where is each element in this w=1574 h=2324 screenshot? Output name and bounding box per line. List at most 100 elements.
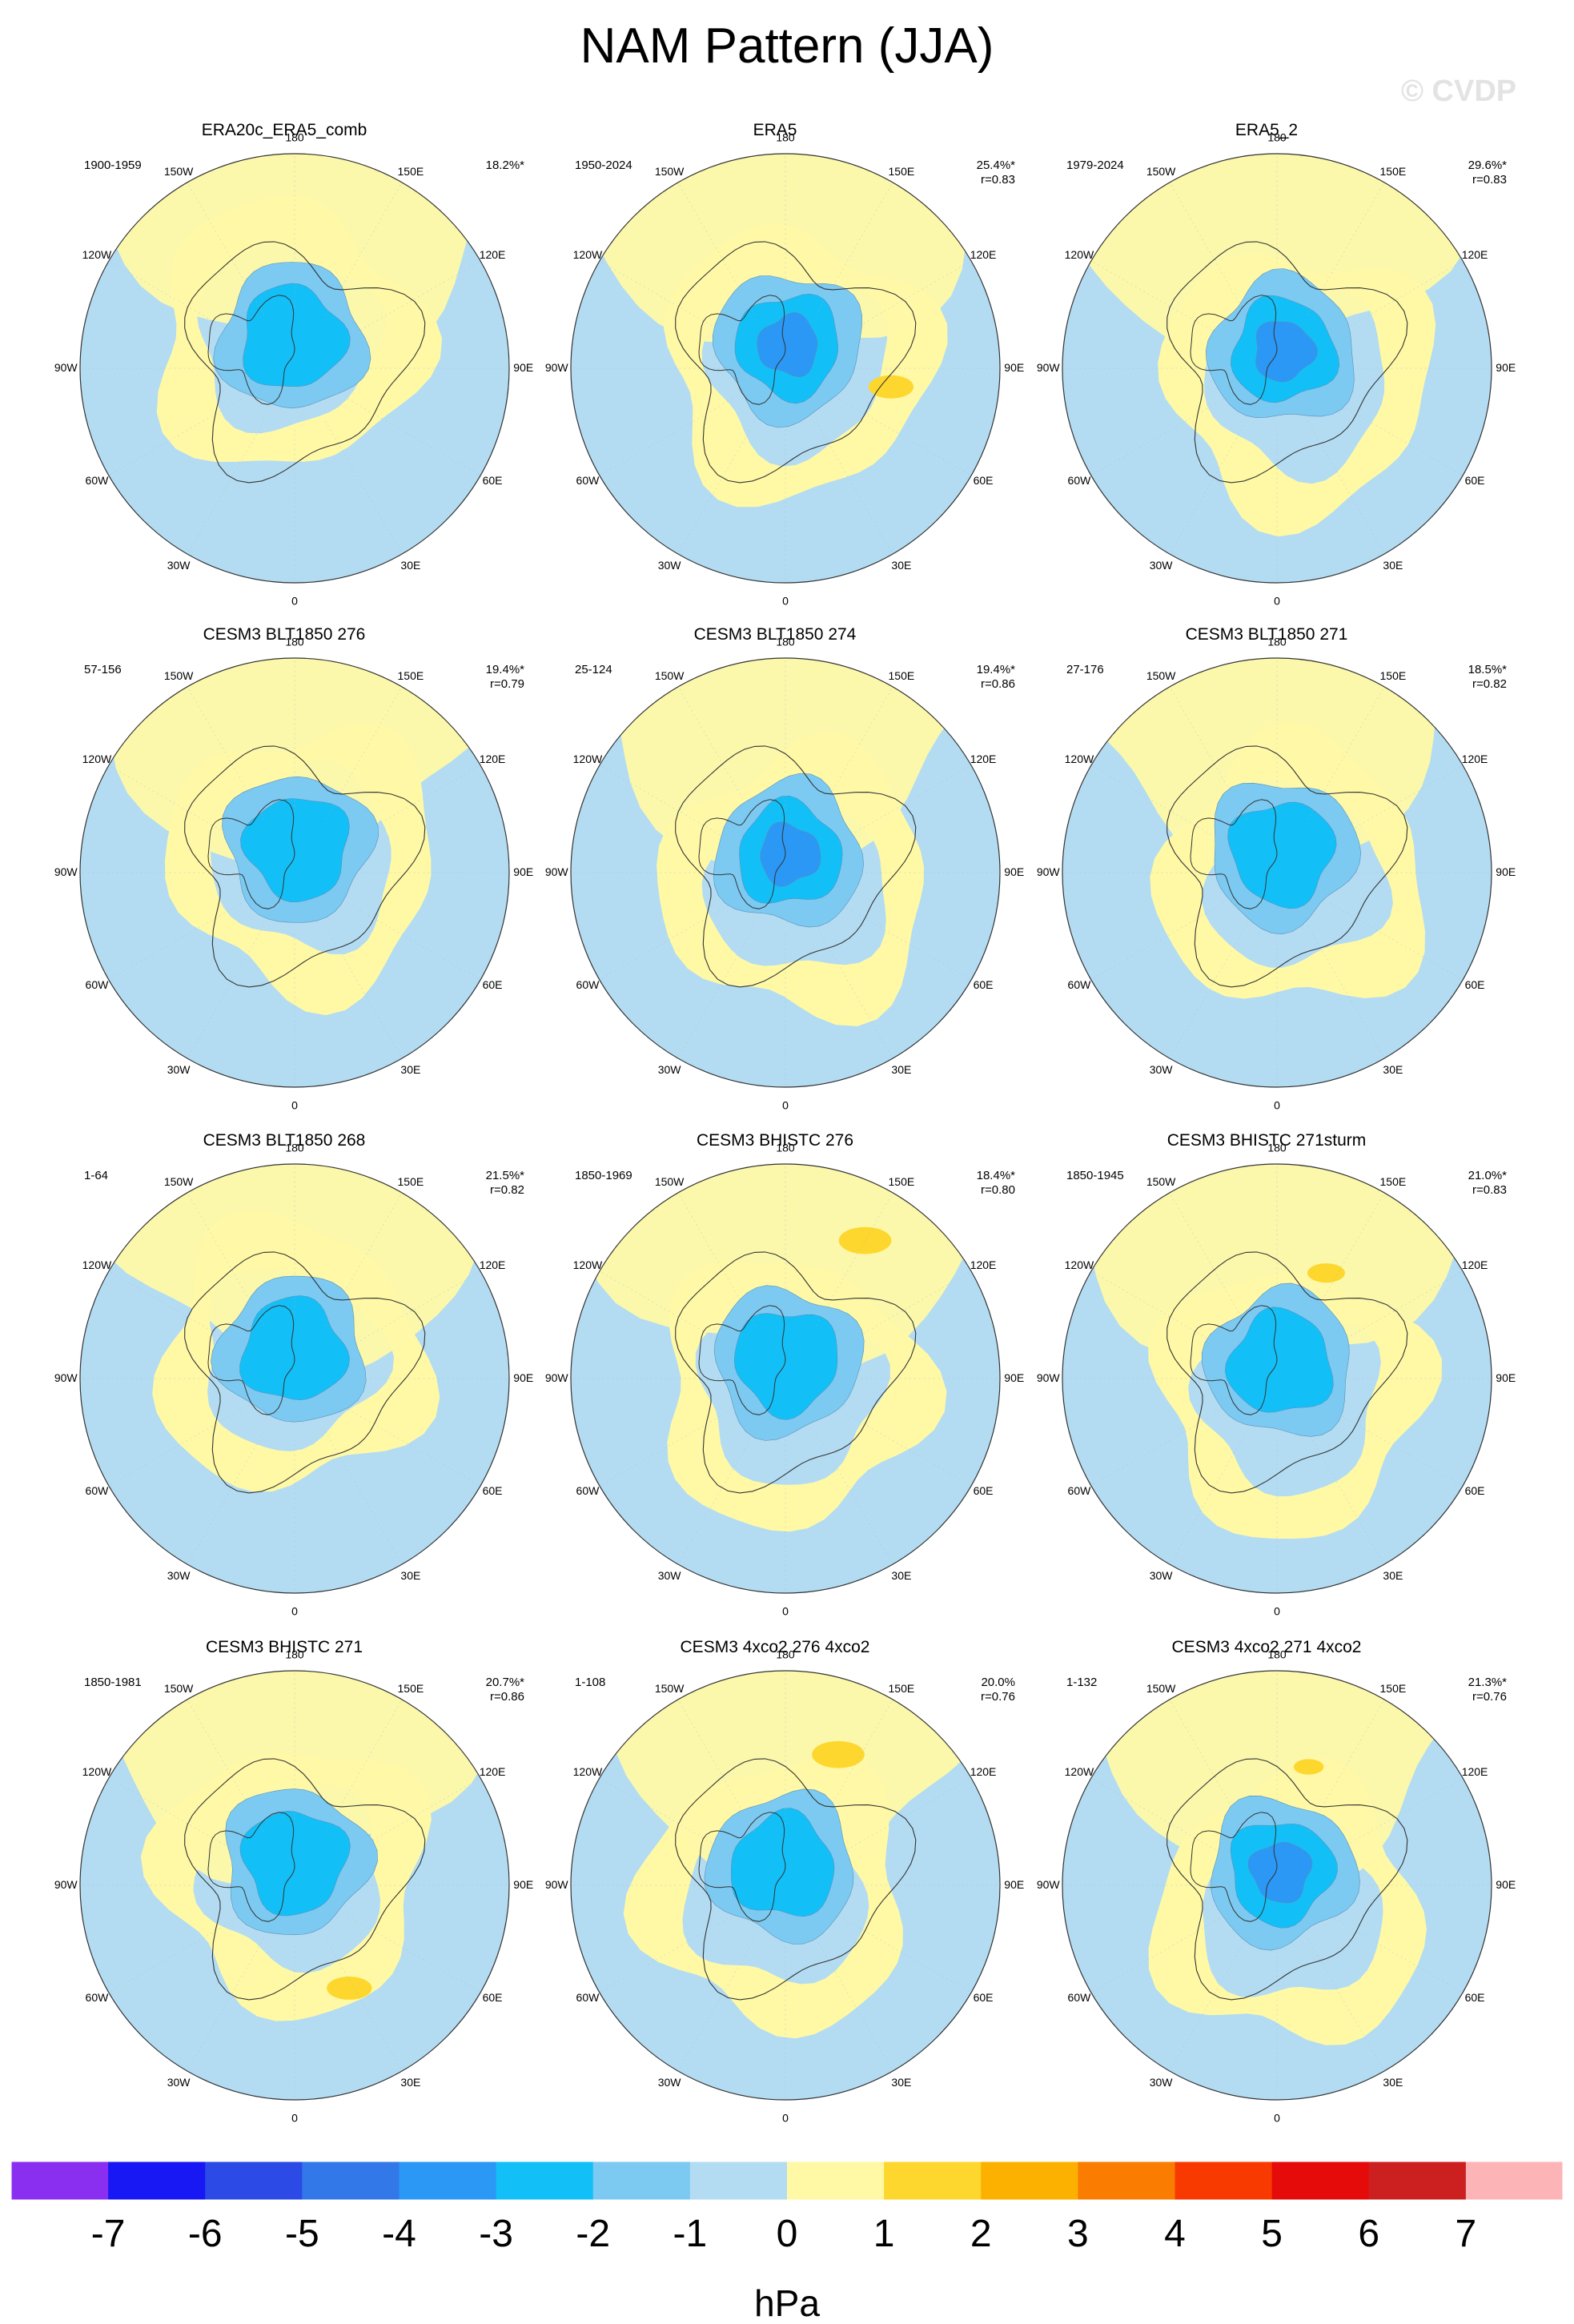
pattern-correlation: r=0.76 bbox=[981, 1690, 1015, 1704]
panel-years: 57-156 bbox=[84, 663, 122, 676]
map-panel: 180 150W 150E 120W 120E 90W 90E 60W 60E 30W 30E 0 CE… bbox=[519, 624, 1031, 1121]
colorbar-tick-label: -3 bbox=[479, 2213, 513, 2255]
polar-map: 180 150W 150E 120W 120E 90W 90E 60W 60E 30W 30E 0 bbox=[545, 635, 1024, 1112]
longitude-label: 0 bbox=[782, 1099, 789, 1112]
longitude-label: 120W bbox=[1065, 1765, 1094, 1778]
positive-anomaly-ring bbox=[1158, 253, 1436, 537]
positive-peak bbox=[1307, 1263, 1345, 1283]
longitude-label: 0 bbox=[291, 2112, 298, 2125]
longitude-label: 30E bbox=[891, 2076, 911, 2089]
negative-anomaly-contour bbox=[730, 1808, 835, 1917]
longitude-label: 150W bbox=[164, 669, 194, 682]
polar-map: 180 150W 150E 120W 120E 90W 90E 60W 60E 30W 30E 0 bbox=[54, 130, 533, 607]
longitude-label: 120W bbox=[1065, 1258, 1094, 1271]
longitude-label: 90W bbox=[54, 361, 78, 374]
colorbar-tick-label: 5 bbox=[1261, 2213, 1283, 2255]
colorbar-segment bbox=[108, 2161, 206, 2200]
longitude-label: 120E bbox=[970, 1765, 997, 1778]
map-panel: 180 150W 150E 120W 120E 90W 90E 60W 60E 30W 30E 0 ER… bbox=[519, 120, 1031, 616]
longitude-label: 120E bbox=[480, 1765, 506, 1778]
panel-title: CESM3 BLT1850 268 bbox=[203, 1131, 366, 1150]
polar-map: 180 150W 150E 120W 120E 90W 90E 60W 60E 30W 30E 0 bbox=[545, 1141, 1024, 1617]
colorbar-tick-label: 1 bbox=[873, 2213, 895, 2255]
positive-anomaly-outer bbox=[584, 1164, 980, 1367]
longitude-label: 90W bbox=[54, 1878, 78, 1891]
longitude-label: 150W bbox=[164, 165, 194, 178]
map-boundary bbox=[570, 1670, 1001, 2101]
longitude-label: 0 bbox=[1274, 2112, 1280, 2125]
longitude-label: 120E bbox=[480, 248, 506, 261]
longitude-label: 180 bbox=[285, 635, 304, 648]
longitude-label: 30E bbox=[1383, 559, 1403, 572]
longitude-label: 30E bbox=[1383, 2076, 1403, 2089]
coastline bbox=[1190, 1812, 1278, 1922]
panel-stats: 18.2%* bbox=[486, 159, 524, 173]
longitude-label: 180 bbox=[285, 130, 304, 143]
longitude-label: 30W bbox=[167, 2076, 191, 2089]
colorbar-segment bbox=[1465, 2161, 1564, 2200]
longitude-label: 120E bbox=[1462, 753, 1488, 765]
longitude-label: 90E bbox=[1496, 865, 1516, 878]
coastline bbox=[207, 799, 295, 909]
map-panel: 180 150W 150E 120W 120E 90W 90E 60W 60E 30W 30E 0 CE… bbox=[28, 1130, 540, 1627]
pattern-correlation: r=0.83 bbox=[1472, 173, 1507, 187]
negative-anomaly-contour bbox=[1255, 321, 1318, 383]
variance-explained: 21.3%* bbox=[1468, 1676, 1507, 1689]
longitude-label: 60W bbox=[576, 978, 600, 991]
longitude-label: 90W bbox=[545, 361, 569, 374]
panel-stats: 21.5%* r=0.82 bbox=[486, 1169, 524, 1198]
map-panel: 180 150W 150E 120W 120E 90W 90E 60W 60E 30W 30E 0 CE… bbox=[1010, 1130, 1523, 1627]
longitude-label: 60W bbox=[86, 1484, 110, 1497]
coastline bbox=[184, 241, 426, 484]
longitude-label: 60E bbox=[1465, 1991, 1485, 2004]
longitude-label: 180 bbox=[1267, 1141, 1287, 1154]
colorbar-segment bbox=[1174, 2161, 1273, 2200]
watermark-logo: © CVDP bbox=[1401, 74, 1517, 108]
variance-explained: 21.5%* bbox=[485, 1169, 524, 1182]
polar-map: 180 150W 150E 120W 120E 90W 90E 60W 60E 30W 30E 0 bbox=[1037, 1648, 1516, 2125]
polar-map: 180 150W 150E 120W 120E 90W 90E 60W 60E 30W 30E 0 bbox=[54, 1648, 533, 2125]
longitude-label: 90E bbox=[1496, 361, 1516, 374]
panel-years: 25-124 bbox=[575, 663, 612, 676]
variance-explained: 29.6%* bbox=[1468, 159, 1507, 172]
longitude-label: 150E bbox=[398, 165, 424, 178]
coastline bbox=[675, 745, 917, 988]
longitude-label: 150W bbox=[655, 1682, 685, 1695]
longitude-label: 60E bbox=[1465, 1484, 1485, 1497]
positive-peak bbox=[327, 1976, 372, 2000]
longitude-label: 120W bbox=[573, 753, 603, 765]
panel-years: 1-132 bbox=[1066, 1676, 1098, 1689]
longitude-label: 30W bbox=[167, 559, 191, 572]
coastline bbox=[207, 295, 295, 405]
map-panel: 180 150W 150E 120W 120E 90W 90E 60W 60E 30W 30E 0 CE… bbox=[519, 1637, 1031, 2133]
longitude-label: 0 bbox=[291, 1099, 298, 1112]
longitude-label: 0 bbox=[291, 1605, 298, 1618]
map-boundary bbox=[79, 1163, 510, 1594]
variance-explained: 20.0% bbox=[981, 1676, 1015, 1689]
panel-years: 1-108 bbox=[575, 1676, 606, 1689]
colorbar-tick-label: 2 bbox=[970, 2213, 992, 2255]
variance-explained: 18.4%* bbox=[976, 1169, 1015, 1182]
longitude-label: 90W bbox=[545, 865, 569, 878]
map-panel: 180 150W 150E 120W 120E 90W 90E 60W 60E 30W 30E 0 CE… bbox=[28, 624, 540, 1121]
colorbar: -7 -6 -5 -4 -3 -2 -1 0 1 2 3 4 5 6 7 bbox=[10, 2161, 1564, 2255]
map-boundary bbox=[79, 1670, 510, 2101]
panel-title: ERA20c_ERA5_comb bbox=[201, 121, 367, 139]
longitude-label: 150W bbox=[1146, 1175, 1176, 1188]
longitude-label: 180 bbox=[1267, 1648, 1287, 1660]
longitude-label: 150E bbox=[889, 669, 915, 682]
longitude-label: 180 bbox=[285, 1141, 304, 1154]
coastline bbox=[1166, 1251, 1408, 1494]
map-boundary bbox=[79, 657, 510, 1088]
map-panel: 180 150W 150E 120W 120E 90W 90E 60W 60E 30W 30E 0 CE… bbox=[1010, 1637, 1523, 2133]
coastline bbox=[675, 1251, 917, 1494]
longitude-label: 60E bbox=[483, 978, 503, 991]
longitude-label: 30W bbox=[1150, 559, 1174, 572]
variance-explained: 25.4%* bbox=[976, 159, 1015, 172]
map-boundary bbox=[570, 657, 1001, 1088]
panel-title: CESM3 BLT1850 276 bbox=[203, 625, 366, 644]
longitude-label: 120E bbox=[1462, 1765, 1488, 1778]
negative-anomaly-contour bbox=[1247, 1841, 1313, 1904]
page-title: NAM Pattern (JJA) bbox=[580, 18, 994, 74]
panel-stats: 19.4%* r=0.79 bbox=[486, 663, 524, 692]
